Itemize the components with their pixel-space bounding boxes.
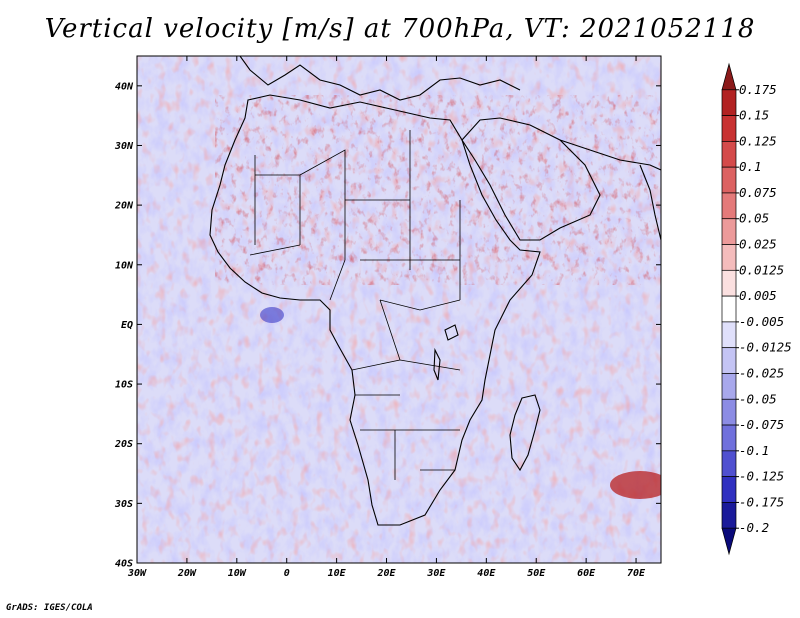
- field-sahara-band: [215, 95, 660, 285]
- persia-coastline: [559, 139, 661, 171]
- lat-label: 30N: [114, 141, 134, 152]
- colorbar-label: -0.175: [739, 494, 784, 509]
- colorbar-label: -0.025: [739, 365, 784, 380]
- chart-title: Vertical velocity [m/s] at 700hPa, VT: 2…: [44, 14, 756, 44]
- colorbar-label: 0.005: [739, 288, 777, 303]
- colorbar-label: -0.005: [739, 314, 784, 329]
- colorbar-swatch: [721, 141, 737, 168]
- colorbar-swatch: [721, 269, 737, 297]
- madagascar-coastline: [509, 394, 541, 472]
- colorbar-swatch: [721, 476, 737, 503]
- lat-label: 20S: [114, 439, 133, 450]
- lon-label: 30W: [127, 568, 147, 579]
- lat-label: 40N: [115, 81, 134, 92]
- lake-victoria: [444, 324, 459, 341]
- field-gulf-of-guinea-feature: [260, 307, 284, 323]
- lon-label: 30E: [426, 568, 446, 579]
- lon-label: 20W: [177, 568, 197, 579]
- lat-label: 20N: [114, 201, 134, 212]
- colorbar-label: -0.2: [739, 520, 769, 535]
- velocity-field: [137, 56, 661, 563]
- lon-label: 0: [284, 568, 290, 579]
- lat-label: EQ: [121, 320, 133, 331]
- country-borders: [249, 130, 461, 480]
- lat-label: 30S: [114, 499, 133, 510]
- colorbar-label: 0.175: [739, 82, 777, 97]
- longitude-labels: 30W 20W 10W 0 10E 20E 30E 40E 50E 60E 70E: [127, 568, 646, 579]
- lon-label: 20E: [376, 568, 396, 579]
- arabia-coastline: [461, 117, 601, 241]
- latitude-labels: 40N 30N 20N 10N EQ 10S 20S 30S 40S: [114, 81, 134, 569]
- colorbar-swatch: [721, 89, 737, 116]
- colorbar-swatch: [721, 373, 737, 400]
- axis-ticks: [136, 56, 661, 564]
- europe-coastline: [239, 56, 521, 101]
- lat-label: 10N: [115, 260, 134, 271]
- colorbar-label: 0.0125: [739, 262, 784, 277]
- colorbar-swatch: [721, 502, 737, 529]
- lat-label: 40S: [115, 559, 133, 570]
- colorbar-label: 0.075: [739, 185, 777, 200]
- colorbar-swatch: [721, 424, 737, 452]
- africa-coastline: [209, 94, 541, 526]
- lat-label: 10S: [115, 380, 133, 391]
- india-coastline: [639, 164, 661, 241]
- colorbar-swatch: [721, 321, 737, 349]
- coastlines: [209, 56, 661, 526]
- colorbar-top-arrow: [721, 62, 737, 91]
- footer-credit: GrADS: IGES/COLA: [6, 603, 93, 613]
- lon-label: 70E: [627, 568, 646, 579]
- colorbar-swatch: [721, 192, 737, 220]
- colorbar-swatch: [721, 115, 737, 142]
- colorbar-label: -0.05: [739, 391, 777, 406]
- lon-label: 60E: [577, 568, 596, 579]
- colorbar-label: 0.1: [739, 159, 762, 174]
- colorbar-swatch: [721, 450, 737, 477]
- colorbar-bottom-arrow: [721, 527, 737, 556]
- colorbar-label: -0.075: [739, 417, 784, 432]
- lon-label: 10E: [328, 568, 347, 579]
- colorbar-label: 0.15: [739, 108, 769, 123]
- map-frame: [136, 55, 662, 564]
- colorbar-label: -0.1: [739, 443, 769, 458]
- colorbar-swatch: [721, 398, 737, 426]
- lon-label: 40E: [477, 568, 496, 579]
- colorbar-swatch: [721, 166, 737, 194]
- lon-label: 50E: [527, 568, 546, 579]
- lake-tanganyika: [433, 347, 441, 381]
- colorbar: 0.175 0.15 0.125 0.1 0.075 0.05 0.025 0.0125 0.0…: [721, 62, 792, 556]
- field-indian-ocean-feature: [610, 471, 661, 499]
- colorbar-label: 0.025: [739, 237, 777, 252]
- colorbar-label: 0.125: [739, 133, 777, 148]
- lon-label: 10W: [228, 568, 247, 579]
- colorbar-swatch: [721, 347, 737, 374]
- colorbar-label: -0.0125: [739, 340, 792, 355]
- colorbar-swatch: [721, 295, 737, 323]
- colorbar-label: 0.05: [739, 211, 769, 226]
- colorbar-swatch: [721, 218, 737, 245]
- colorbar-swatch: [721, 244, 737, 271]
- colorbar-label: -0.125: [739, 469, 784, 484]
